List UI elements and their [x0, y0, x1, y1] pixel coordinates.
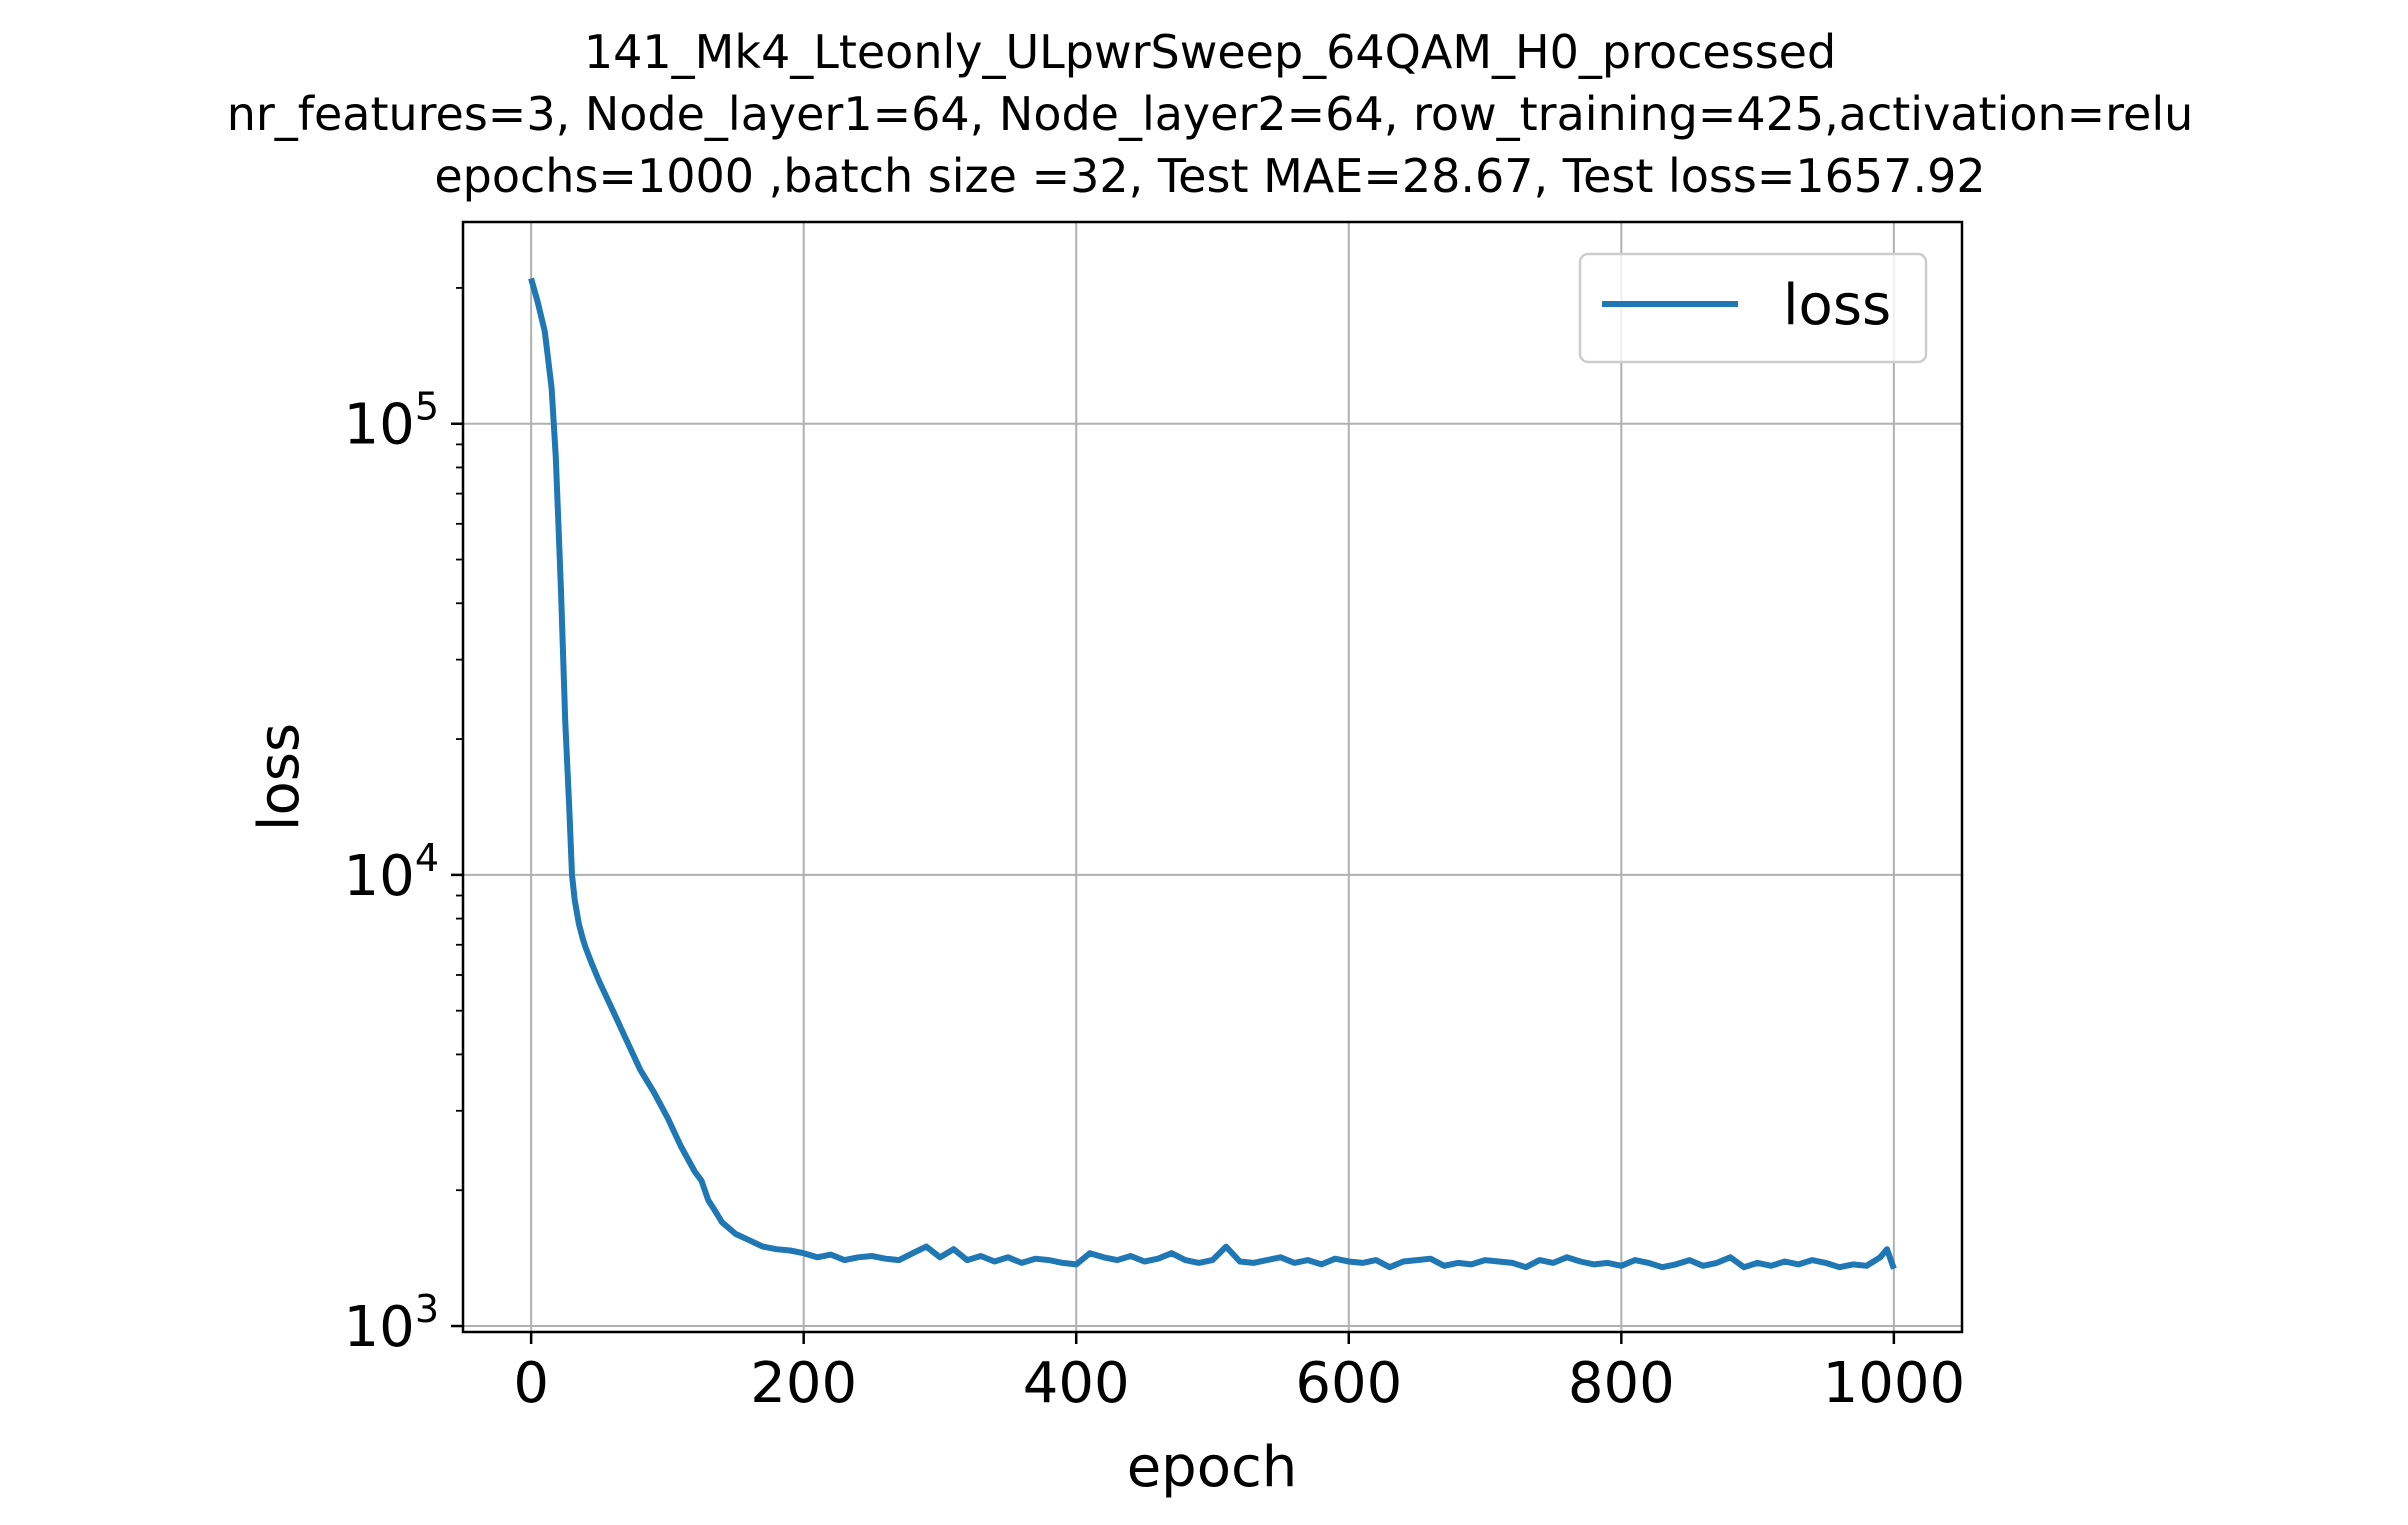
x-tick-label: 200	[750, 1351, 857, 1416]
legend: loss	[1578, 252, 1928, 364]
x-tick-label: 0	[513, 1351, 549, 1416]
x-tick-label: 800	[1568, 1351, 1675, 1416]
x-tick-label: 600	[1295, 1351, 1402, 1416]
plot-frame	[461, 220, 1964, 1334]
major-ticks	[451, 422, 1896, 1344]
x-tick-label: 400	[1023, 1351, 1130, 1416]
legend-label-loss: loss	[1783, 273, 1891, 338]
y-tick-label: 104	[344, 836, 439, 909]
x-axis-label: epoch	[1127, 1435, 1298, 1500]
chart-title-line-3: epochs=1000 ,batch size =32, Test MAE=28…	[434, 149, 1985, 203]
chart-title-line-1: 141_Mk4_Lteonly_ULpwrSweep_64QAM_H0_proc…	[584, 25, 1836, 79]
y-tick-label: 103	[344, 1287, 439, 1360]
chart-title-line-2: nr_features=3, Node_layer1=64, Node_laye…	[227, 87, 2194, 141]
y-axis-label: loss	[247, 723, 312, 831]
series-line-loss	[528, 277, 1897, 1271]
y-tick-labels: 103 104 105	[344, 385, 439, 1360]
x-tick-labels: 0 200 400 600 800 1000	[513, 1351, 1965, 1416]
series-layer	[528, 277, 1897, 1271]
legend-box	[1578, 252, 1928, 364]
y-tick-label: 105	[344, 385, 439, 458]
grid-lines	[463, 222, 1962, 1332]
x-tick-label: 1000	[1823, 1351, 1966, 1416]
